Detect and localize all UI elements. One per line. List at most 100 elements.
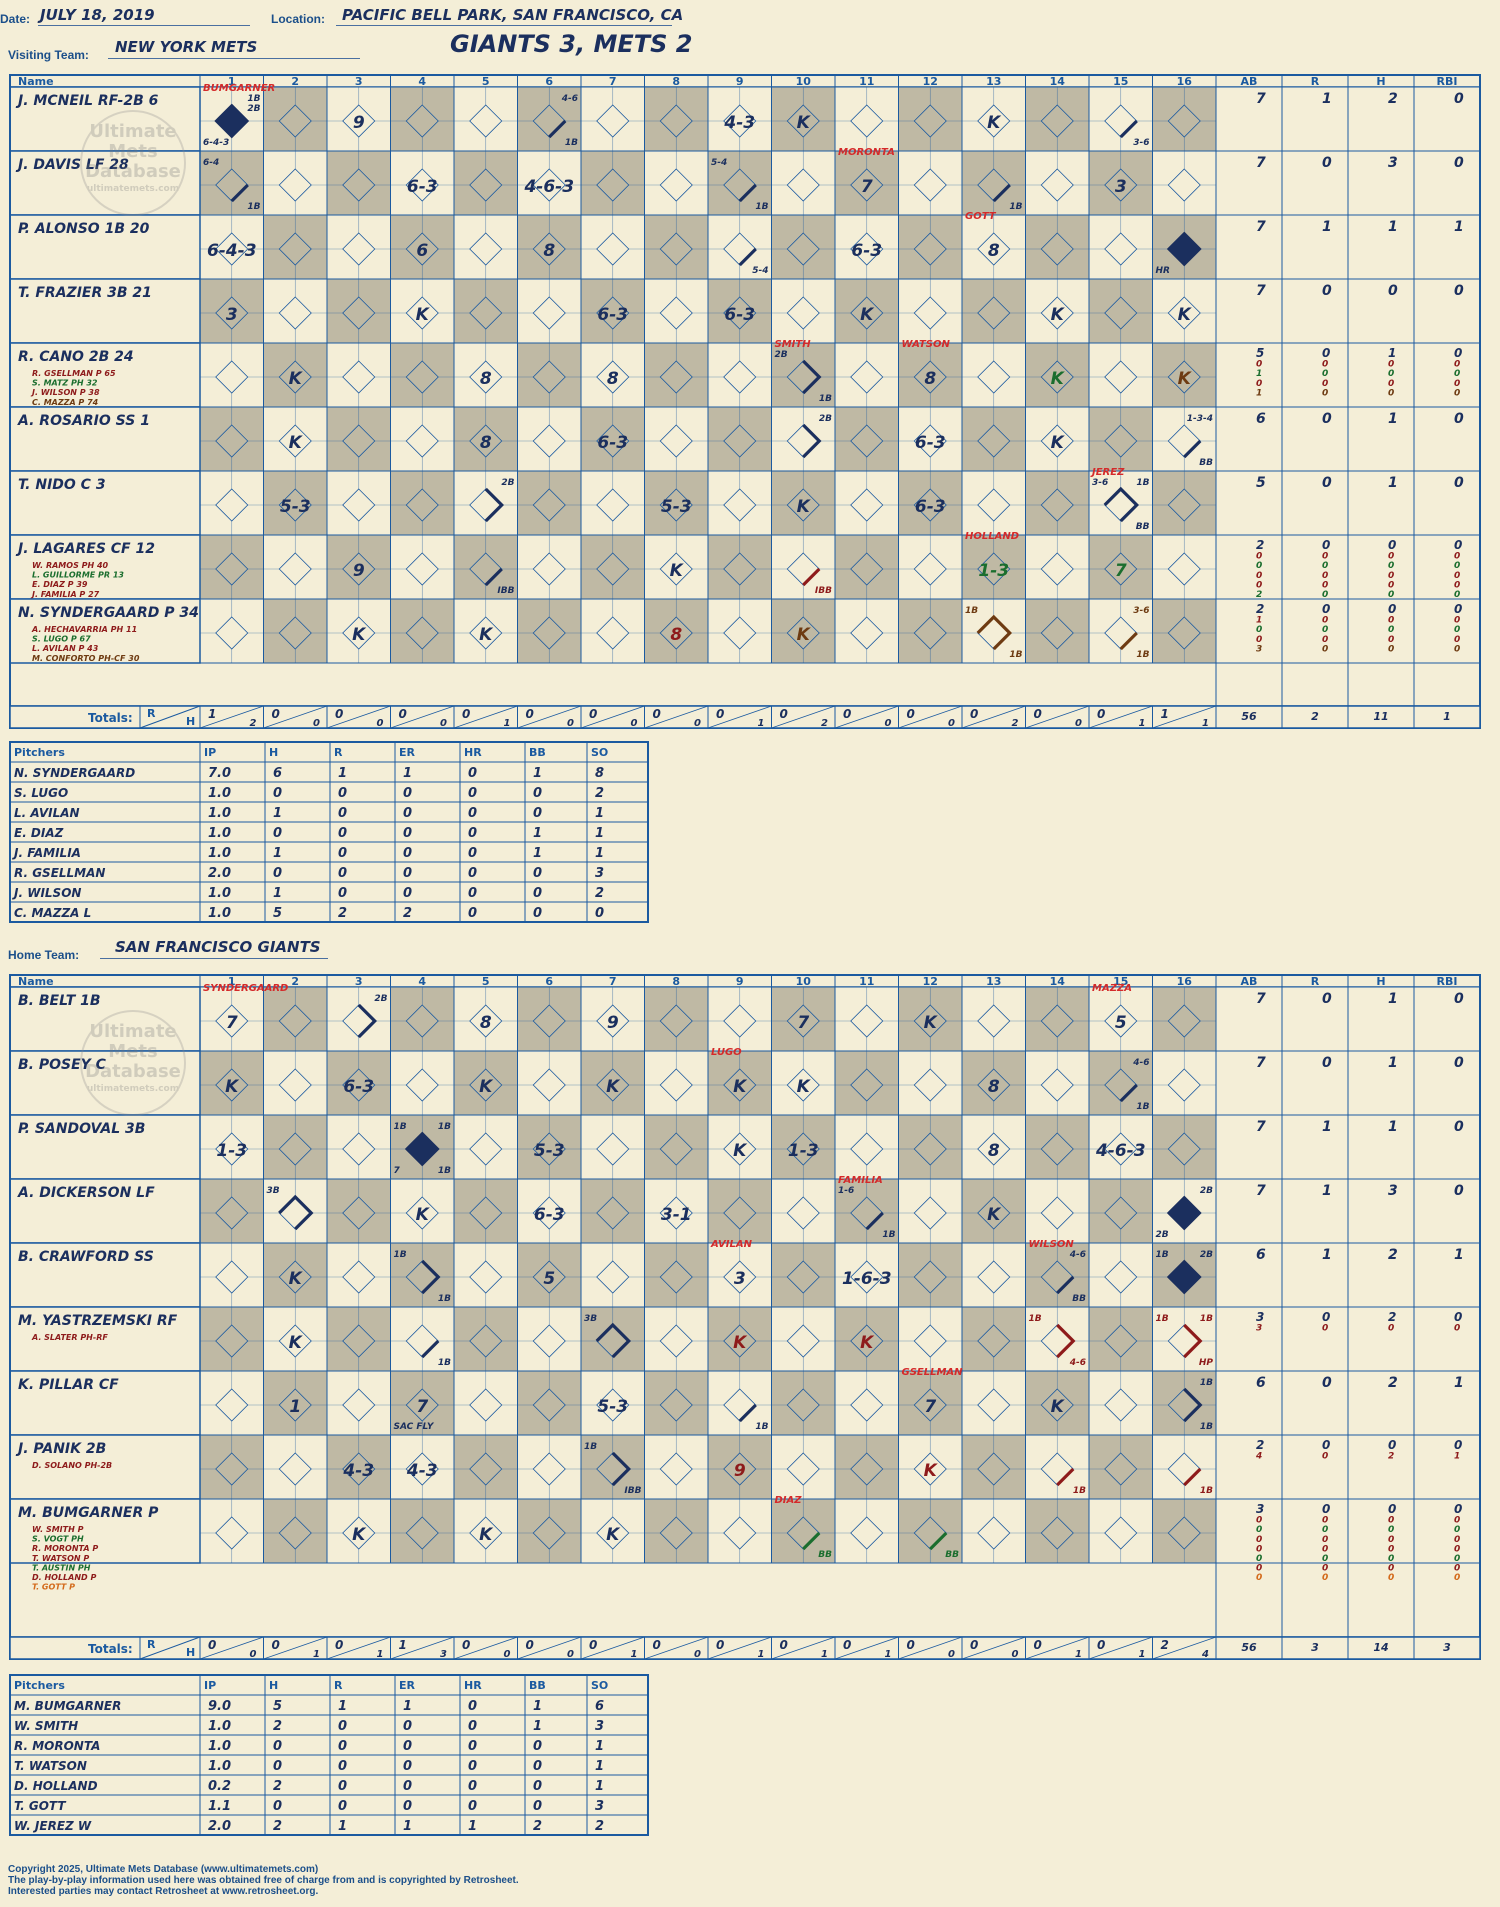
inning-runs: 0: [399, 707, 407, 721]
inning-cell: [771, 278, 836, 344]
pitch-stat: 0: [595, 906, 604, 921]
base-diamond: [596, 1260, 630, 1294]
stat-value: 0: [1388, 1535, 1394, 1545]
inning-cell: [453, 1434, 518, 1500]
inning-cell: [834, 1434, 899, 1500]
player-name: B. BELT 1B: [18, 993, 101, 1009]
inning-runs: 0: [716, 1638, 724, 1652]
inning-hits: 1: [631, 1649, 638, 1660]
play-code: K: [606, 1077, 621, 1097]
base-diamond: [469, 1452, 503, 1486]
pitcher-change: DIAZ: [775, 1495, 803, 1506]
pitcher-name: W. SMITH: [14, 1719, 78, 1733]
play-code: 8: [988, 1077, 1000, 1097]
inning-cell: [517, 986, 582, 1052]
base-diamond: [215, 232, 249, 266]
date-label: Date:: [0, 12, 31, 26]
pitch-stat: 2: [595, 886, 604, 901]
base-diamond: [723, 424, 757, 458]
watermark-text: Database: [85, 1061, 181, 1082]
base-diamond: [342, 296, 376, 330]
play-code: K: [416, 1205, 431, 1225]
stat-cell: [1215, 1370, 1283, 1436]
play-mark: 5-3: [280, 497, 311, 517]
play-mark: 1B 1B HP: [1156, 1314, 1214, 1368]
base-diamond: [977, 1388, 1011, 1422]
play-note: 1-6: [838, 1186, 854, 1196]
inning-header: 15: [1113, 75, 1128, 88]
base-diamond: [659, 232, 693, 266]
inning-header: 2: [291, 975, 299, 988]
base-diamond: [342, 104, 376, 138]
base-diamond: [405, 1516, 439, 1550]
stat-value: 3: [1388, 155, 1398, 171]
play-code: 6-4-3: [207, 241, 257, 261]
pitch-stat: 1.0: [208, 906, 231, 921]
play-code: K: [289, 369, 304, 389]
substitute-name: S. MATZ PH 32: [32, 379, 98, 388]
base-diamond: [977, 1132, 1011, 1166]
stat-cell: [1215, 214, 1283, 280]
inning-cell: [961, 470, 1026, 536]
base-diamond: [850, 1324, 884, 1358]
stat-value: 0: [1322, 1564, 1328, 1574]
pitch-stat: 2: [273, 1779, 282, 1794]
play-mark: K: [416, 1205, 431, 1225]
stat-value: 0: [1322, 1554, 1328, 1564]
inning-cell: [1088, 214, 1153, 280]
inning-cell: [1152, 1370, 1217, 1436]
inning-header: 6: [545, 975, 553, 988]
stat-value: 0: [1454, 91, 1464, 107]
inning-hits: 1: [1139, 1649, 1146, 1660]
base-diamond: [723, 1132, 757, 1166]
inning-cell: [517, 1434, 582, 1500]
hits-label: H: [186, 1646, 195, 1659]
inning-cell: [390, 534, 455, 600]
pitch-stat: 0: [273, 826, 282, 841]
play-mark: 6-3: [534, 1205, 565, 1225]
base-diamond: [596, 232, 630, 266]
stat-value: 0: [1388, 602, 1396, 616]
stat-cell: [1347, 1306, 1415, 1372]
play-mark: 8 WATSON: [902, 339, 951, 389]
basepath: [548, 119, 567, 139]
stat-value: 0: [1454, 1564, 1460, 1574]
base-diamond: [405, 488, 439, 522]
base-diamond: [913, 616, 947, 650]
inning-cell: [1025, 1498, 1090, 1564]
pitcher-change: WATSON: [902, 339, 951, 350]
base-diamond: [977, 1452, 1011, 1486]
basepath: [1183, 1387, 1203, 1423]
inning-cell: [580, 1114, 645, 1180]
stat-value: 1: [1454, 1452, 1460, 1462]
inning-cell: [771, 1242, 836, 1308]
stat-value: 0: [1322, 360, 1328, 370]
pitch-stat: 1.0: [208, 786, 231, 801]
pitch-stat: 0: [273, 866, 282, 881]
stat-value: 1: [1388, 475, 1398, 491]
watermark-text: ultimatemets.com: [87, 1084, 179, 1094]
play-code: K: [733, 1077, 748, 1097]
base-diamond: [977, 104, 1011, 138]
base-diamond: [278, 1004, 312, 1038]
stat-value: 0: [1322, 1375, 1332, 1391]
inning-hits: 0: [885, 718, 892, 729]
stat-value: 0: [1256, 571, 1262, 581]
name-cell: [9, 1050, 201, 1116]
stat-cell: [1215, 1050, 1283, 1116]
totals-slash: [834, 705, 899, 729]
player-name: R. CANO 2B 24: [18, 349, 134, 365]
inning-cell: [580, 534, 645, 600]
play-mark: K: [797, 1077, 812, 1097]
base-diamond: [1104, 1324, 1138, 1358]
inning-cell: [326, 86, 391, 152]
play-note: 6-4-3: [203, 138, 229, 148]
base-diamond: [469, 1516, 503, 1550]
play-code: K: [1051, 305, 1066, 325]
base-diamond: [278, 1452, 312, 1486]
play-code: 6-3: [597, 433, 628, 453]
totals-slash: [580, 1636, 645, 1660]
inning-cell: [961, 1434, 1026, 1500]
pitch-header: Pitchers: [14, 746, 65, 759]
